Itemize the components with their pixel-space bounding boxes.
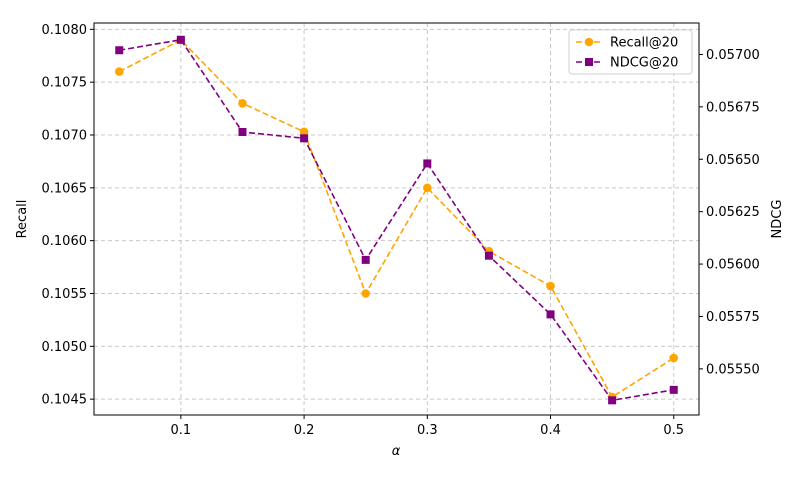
y-right-tick-label: 0.05550	[706, 362, 760, 377]
data-point-recall-20	[361, 289, 370, 298]
legend-label: Recall@20	[610, 36, 678, 51]
data-point-ndcg-20	[177, 36, 185, 44]
y-left-tick-label: 0.1080	[42, 23, 88, 38]
legend: Recall@20 NDCG@20	[569, 30, 692, 74]
series-ndcg-20	[115, 36, 677, 405]
data-point-recall-20	[423, 184, 432, 193]
data-point-recall-20	[115, 67, 124, 76]
data-point-ndcg-20	[238, 128, 246, 136]
y-left-tick-label: 0.1045	[42, 393, 88, 408]
x-axis-label: α	[392, 444, 401, 459]
data-point-ndcg-20	[608, 396, 616, 404]
data-point-ndcg-20	[485, 252, 493, 260]
y-right-tick-label: 0.05675	[706, 100, 760, 115]
y-left-tick-label: 0.1050	[42, 340, 88, 355]
y-right-tick-label: 0.05700	[706, 48, 760, 63]
x-tick-label: 0.2	[294, 423, 315, 438]
y-left-tick-label: 0.1065	[42, 181, 88, 196]
data-point-recall-20	[238, 99, 247, 108]
data-point-ndcg-20	[547, 310, 555, 318]
x-tick-label: 0.3	[417, 423, 438, 438]
series-line-recall-20	[119, 40, 673, 397]
data-point-ndcg-20	[300, 134, 308, 142]
data-point-ndcg-20	[423, 159, 431, 167]
y-right-tick-label: 0.05625	[706, 205, 760, 220]
legend-label: NDCG@20	[610, 56, 678, 71]
legend-marker	[585, 38, 594, 47]
legend-marker	[585, 58, 593, 66]
y-axis-left-label: Recall	[15, 200, 30, 239]
y-left-tick-label: 0.1075	[42, 76, 88, 91]
x-tick-label: 0.1	[171, 423, 192, 438]
y-left-tick-label: 0.1070	[42, 129, 88, 144]
y-left-tick-label: 0.1060	[42, 234, 88, 249]
x-tick-label: 0.4	[540, 423, 561, 438]
data-point-ndcg-20	[115, 46, 123, 54]
data-point-ndcg-20	[362, 256, 370, 264]
y-right-tick-label: 0.05650	[706, 153, 760, 168]
y-right-tick-label: 0.05600	[706, 258, 760, 273]
data-point-recall-20	[546, 282, 555, 291]
data-point-ndcg-20	[670, 386, 678, 394]
grid	[94, 23, 699, 415]
x-tick-label: 0.5	[663, 423, 684, 438]
series-layer	[115, 36, 678, 405]
data-point-recall-20	[669, 354, 678, 363]
y-right-tick-label: 0.05575	[706, 310, 760, 325]
y-left-tick-label: 0.1055	[42, 287, 88, 302]
y-axis-right-label: NDCG	[770, 200, 785, 239]
ticks: 0.1 0.2 0.3 0.4 0.5 0.1045 0.1050 0.1055 0.1060 0…	[42, 23, 760, 438]
